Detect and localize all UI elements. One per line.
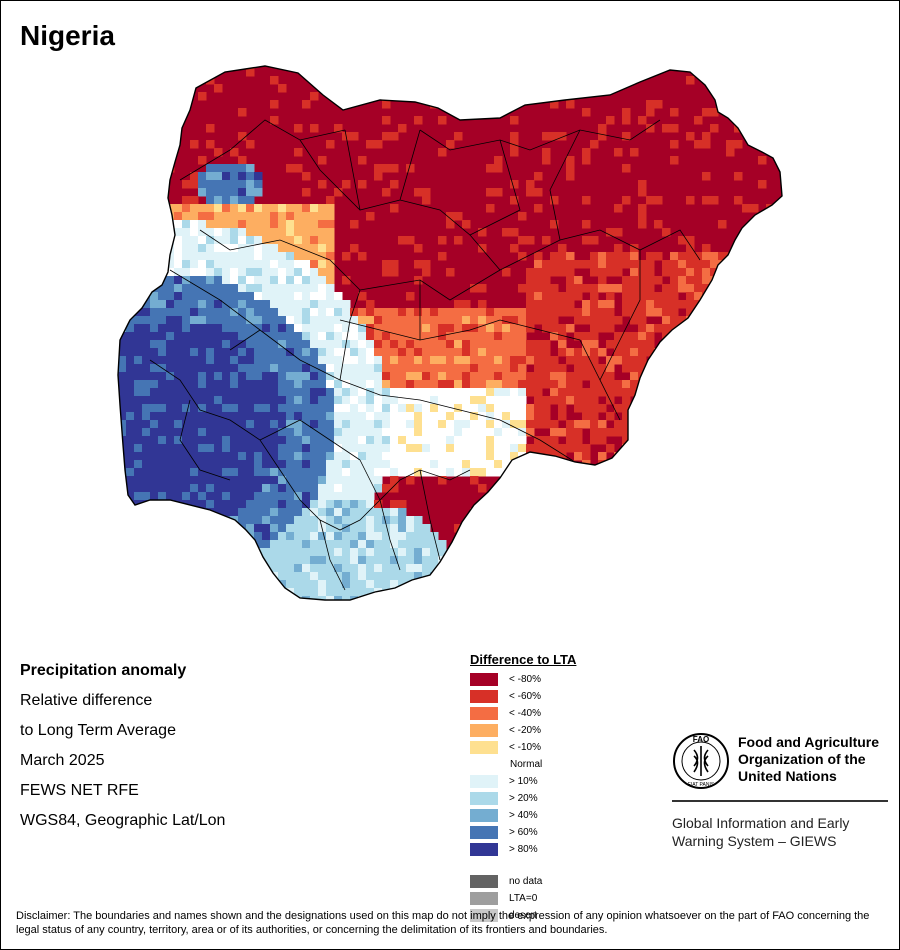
legend-extra-row: no data [470,873,670,890]
legend-class-row: < -40% [470,705,670,722]
legend-class-swatch [470,775,498,788]
legend-class-swatch [470,758,498,771]
legend-class-label: Normal [510,759,543,770]
legend-class-label: > 20% [509,793,538,804]
org-name-line1: Food and Agriculture [738,734,880,750]
legend-class-label: > 10% [509,776,538,787]
legend-class-swatch [470,741,498,754]
legend-class-row: > 60% [470,824,670,841]
legend-class-row: > 10% [470,773,670,790]
legend-class-row: > 40% [470,807,670,824]
legend-class-label: > 60% [509,827,538,838]
org-name: Food and Agriculture Organization of the… [738,734,898,785]
legend-class-swatch [470,707,498,720]
legend-class-row: Normal [470,756,670,773]
fao-logo-text: FAO [693,735,709,744]
legend-title: Difference to LTA [470,652,577,667]
map-info: Precipitation anomaly Relative differenc… [20,656,225,836]
org-name-line3: United Nations [738,768,837,784]
system-line1: Global Information and Early [672,815,850,831]
legend-class-label: < -80% [509,674,541,685]
legend-class-label: < -40% [509,708,541,719]
legend-extra-swatch [470,875,498,888]
nigeria-anomaly-map [117,65,783,601]
org-divider [672,800,888,802]
info-heading: Precipitation anomaly [20,662,187,679]
legend-class-row: < -10% [470,739,670,756]
legend-class-swatch [470,673,498,686]
legend-class-label: < -10% [509,742,541,753]
legend-class-label: > 80% [509,844,538,855]
system-line2: Warning System – GIEWS [672,833,837,849]
legend-extra-label: desert [509,910,537,921]
org-name-line2: Organization of the [738,751,866,767]
info-line2: to Long Term Average [20,722,176,739]
legend-extra-swatch [470,909,498,922]
legend-class-label: > 40% [509,810,538,821]
disclaimer: Disclaimer: The boundaries and names sho… [16,910,870,936]
legend-class-swatch [470,826,498,839]
info-line1: Relative difference [20,692,153,709]
legend-class-row: < -20% [470,722,670,739]
legend-class-label: < -60% [509,691,541,702]
legend-extra-row: LTA=0 [470,890,670,907]
legend-class-row: > 80% [470,841,670,858]
legend-class-swatch [470,809,498,822]
legend-extra-label: LTA=0 [509,893,538,904]
legend-class-row: < -80% [470,671,670,688]
legend-class-row: < -60% [470,688,670,705]
info-period: March 2025 [20,752,105,769]
fao-logo-icon: FAO FIAT PANIS [673,733,729,789]
state-boundaries [149,119,701,591]
legend-extra-label: no data [509,876,543,887]
info-source: FEWS NET RFE [20,782,139,799]
map-title: Nigeria [20,20,115,51]
legend: Difference to LTA < -80% < -60% < -40% < -2… [470,652,670,924]
fao-logo-motto: FIAT PANIS [688,782,715,788]
legend-class-label: < -20% [509,725,541,736]
legend-extra-row: desert [470,907,670,924]
legend-class-swatch [470,690,498,703]
legend-class-swatch [470,843,498,856]
system-name: Global Information and Early Warning Sys… [672,814,890,850]
info-projection: WGS84, Geographic Lat/Lon [20,812,226,829]
legend-class-swatch [470,724,498,737]
legend-class-row: > 20% [470,790,670,807]
legend-extra-swatch [470,892,498,905]
legend-class-swatch [470,792,498,805]
